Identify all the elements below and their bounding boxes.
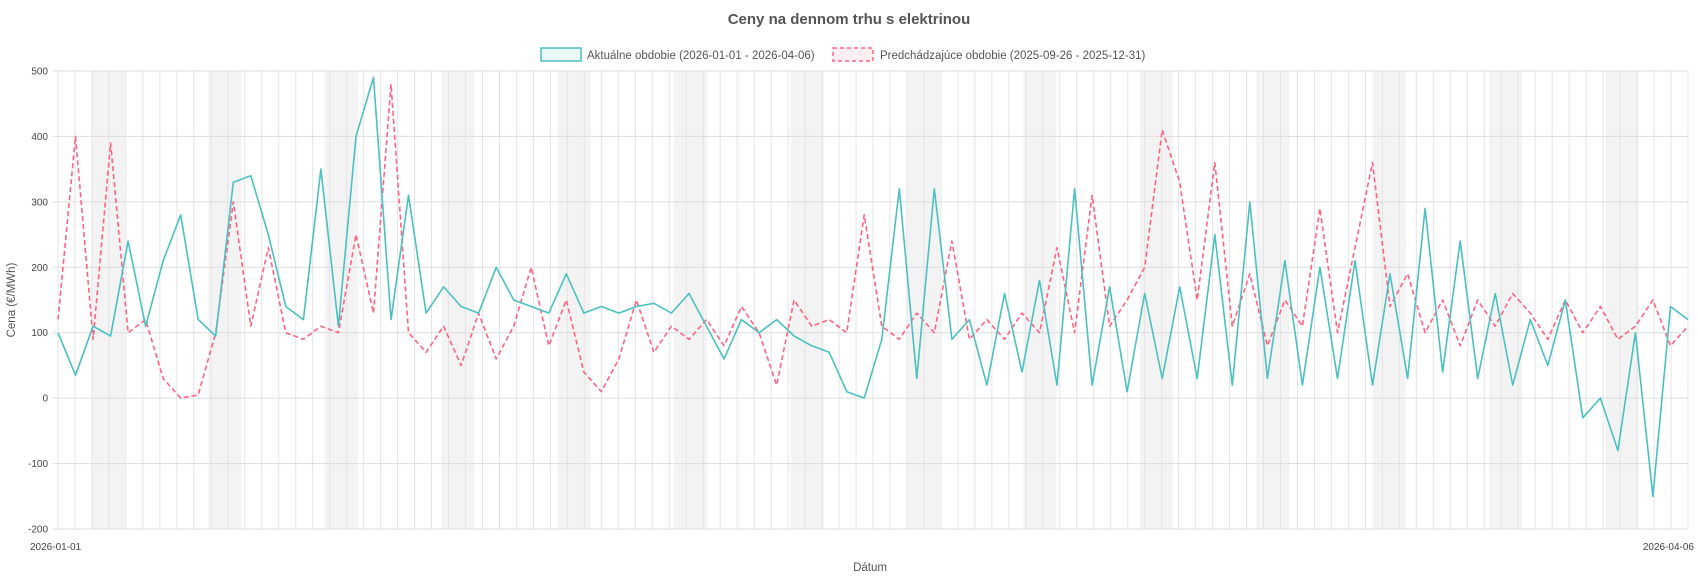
y-axis-title: Cena (€/MWh) <box>6 262 18 337</box>
series-line-previous <box>57 83 1689 399</box>
legend-swatch-previous <box>832 47 874 62</box>
x-tick-label-start: 2026-01-01 <box>30 542 82 553</box>
weekend-band <box>441 71 475 529</box>
chart-title: Ceny na dennom trhu s elektrinou <box>728 11 971 28</box>
y-tick-label: 400 <box>31 132 48 143</box>
weekend-band <box>1605 71 1639 529</box>
weekend-band <box>557 71 591 529</box>
series-line-current <box>57 76 1689 498</box>
x-tick-labels: 2026-01-01 2026-04-06 <box>30 542 1694 553</box>
horizontal-gridlines <box>53 70 1688 530</box>
y-tick-label: 100 <box>31 328 48 339</box>
weekend-band <box>674 71 708 529</box>
legend-label-previous: Predchádzajúce obdobie (2025-09-26 - 202… <box>880 50 1145 62</box>
legend-label-current: Aktuálne obdobie (2026-01-01 - 2026-04-0… <box>587 50 815 62</box>
legend: Aktuálne obdobie (2026-01-01 - 2026-04-0… <box>540 47 1145 62</box>
series-lines <box>57 76 1689 498</box>
y-tick-label: 0 <box>42 394 48 405</box>
weekend-band <box>1256 71 1290 529</box>
y-tick-label: 200 <box>31 263 48 274</box>
y-tick-label: -200 <box>28 525 48 536</box>
weekend-band <box>790 71 824 529</box>
y-tick-label: 500 <box>31 67 48 78</box>
legend-item-current[interactable]: Aktuálne obdobie (2026-01-01 - 2026-04-0… <box>540 47 815 62</box>
y-tick-label: 300 <box>31 197 48 208</box>
vertical-gridlines <box>57 71 1689 529</box>
y-tick-label: -100 <box>28 459 48 470</box>
weekend-bands <box>92 71 1639 529</box>
weekend-band <box>1023 71 1057 529</box>
legend-swatch-current <box>540 47 582 62</box>
x-axis-title: Dátum <box>853 562 887 574</box>
y-tick-labels: 500 400 300 200 100 0 -100 -200 <box>28 67 48 536</box>
x-tick-label-end: 2026-04-06 <box>1643 542 1695 553</box>
legend-item-previous[interactable]: Predchádzajúce obdobie (2025-09-26 - 202… <box>832 47 1145 62</box>
weekend-band <box>208 71 242 529</box>
